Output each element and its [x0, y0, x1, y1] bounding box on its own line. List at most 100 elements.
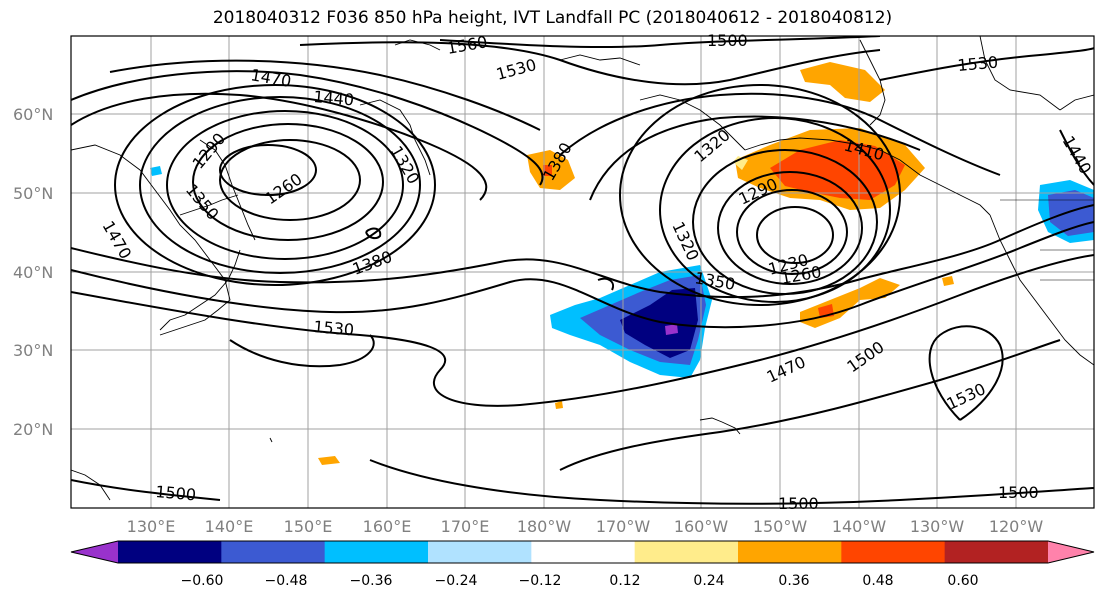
lat-label: 40°N	[13, 263, 53, 282]
contour-label: 1530	[313, 317, 355, 339]
coastlines	[71, 36, 1094, 501]
contour-label: 1320	[387, 143, 424, 188]
lon-label: 130°W	[910, 517, 965, 536]
lon-label: 130°E	[127, 517, 176, 536]
contour-label: 1500	[155, 482, 197, 504]
colorbar-tick-label: 0.36	[778, 573, 809, 589]
contour-line	[71, 204, 1094, 299]
colorbar-segment	[944, 541, 1049, 563]
contour-line	[1059, 129, 1094, 186]
contour-label: 1440	[1059, 133, 1096, 178]
map-frame	[70, 35, 1095, 509]
contour-label: 1530	[944, 379, 989, 413]
contour-line	[71, 92, 488, 201]
colorbar-tick-label: −0.60	[181, 573, 224, 589]
negative-anomaly-central-pacific-core	[620, 288, 698, 358]
contour-line	[229, 334, 375, 368]
colorbar-tick-label: 0.24	[693, 573, 724, 589]
positive-anomaly-small-1	[318, 456, 340, 465]
lat-label: 30°N	[13, 341, 53, 360]
lat-label: 20°N	[13, 420, 53, 439]
contour-line	[597, 277, 614, 291]
colorbar-tick-label: 0.12	[609, 573, 640, 589]
positive-anomaly-gulf-alaska-core	[770, 140, 905, 200]
contour-line	[71, 479, 221, 501]
colorbar-segment	[428, 541, 532, 563]
latitude-labels: 60°N 50°N 40°N 30°N 20°N	[13, 105, 53, 439]
contour-label: 1320	[690, 125, 733, 166]
lon-label: 180°W	[517, 517, 572, 536]
colorbar-segment	[841, 541, 946, 563]
height-contours	[71, 36, 1094, 505]
contour-ring	[166, 110, 404, 260]
graticule	[71, 36, 1094, 508]
colorbar-segment	[324, 541, 429, 563]
colorbar-outline	[70, 540, 1095, 564]
lon-label: 160°W	[674, 517, 729, 536]
contour-label: 1500	[998, 483, 1039, 502]
contour-label: 1320	[668, 219, 702, 264]
colorbar	[70, 540, 1095, 564]
map-title: 2018040312 F036 850 hPa height, IVT Land…	[212, 8, 893, 28]
colorbar-segment	[634, 541, 739, 563]
contour-line	[71, 70, 544, 186]
contour-label: 1440	[313, 87, 355, 109]
colorbar-tick-labels: −0.60 −0.48 −0.36 −0.24 −0.12 0.12 0.24 …	[181, 573, 979, 589]
lat-label: 50°N	[13, 184, 53, 203]
contour-label: 1500	[778, 494, 819, 513]
contour-line	[559, 92, 1001, 176]
colorbar-tick-label: −0.12	[519, 573, 562, 589]
contour-ring	[756, 206, 834, 264]
contour-line	[879, 47, 1094, 81]
lat-label: 60°N	[13, 105, 53, 124]
colorbar-extend-right	[1048, 541, 1094, 563]
contour-label: 1500	[843, 337, 887, 376]
lon-label: 140°W	[832, 517, 887, 536]
contour-line	[559, 339, 1061, 471]
contour-label: 1530	[957, 53, 999, 75]
contour-label: 1500	[707, 31, 748, 50]
contour-ring	[736, 189, 848, 275]
contour-line	[299, 41, 881, 86]
contour-label: 1470	[249, 65, 292, 91]
lon-label: 120°W	[989, 517, 1044, 536]
contour-ring	[219, 139, 361, 221]
longitude-labels: 130°E 140°E 150°E 160°E 170°E 180°W 170°…	[127, 517, 1044, 536]
colorbar-tick-label: −0.48	[265, 573, 308, 589]
contour-ring	[717, 171, 863, 285]
lon-label: 160°E	[363, 517, 412, 536]
contour-label: 1530	[494, 55, 538, 84]
colorbar-extend-left	[71, 541, 118, 563]
lon-label: 170°E	[441, 517, 490, 536]
colorbar-tick-label: −0.24	[435, 573, 478, 589]
colorbar-tick-label: 0.60	[947, 573, 978, 589]
positive-anomaly-alaska	[800, 62, 885, 102]
colorbar-tick-label: −0.36	[350, 573, 393, 589]
contour-ring	[114, 84, 436, 286]
lon-label: 150°E	[284, 517, 333, 536]
lon-label: 150°W	[753, 517, 808, 536]
lon-label: 170°W	[596, 517, 651, 536]
contour-ring	[619, 84, 901, 306]
positive-anomaly-small-2	[942, 276, 954, 286]
contour-ring	[219, 144, 317, 196]
shaded-anomaly-fields	[150, 62, 1094, 465]
contour-label: 1260	[261, 169, 305, 208]
contour-line	[589, 115, 921, 201]
contour-line	[71, 254, 1094, 407]
negative-anomaly-small-1	[150, 166, 162, 176]
colorbar-tick-label: 0.48	[862, 573, 893, 589]
contour-line	[928, 325, 1004, 421]
contour-ring	[139, 96, 421, 274]
positive-anomaly-east-pacific	[800, 278, 900, 328]
colorbar-segment	[221, 541, 326, 563]
colorbar-segment	[118, 541, 222, 563]
contour-line	[365, 227, 382, 240]
positive-anomaly-small-3	[555, 401, 563, 409]
negative-anomaly-central-pacific-peak	[665, 324, 678, 335]
contour-line	[369, 459, 1094, 505]
colorbar-segment	[531, 541, 636, 563]
lon-label: 140°E	[205, 517, 254, 536]
positive-anomaly-dateline-core	[543, 165, 552, 176]
